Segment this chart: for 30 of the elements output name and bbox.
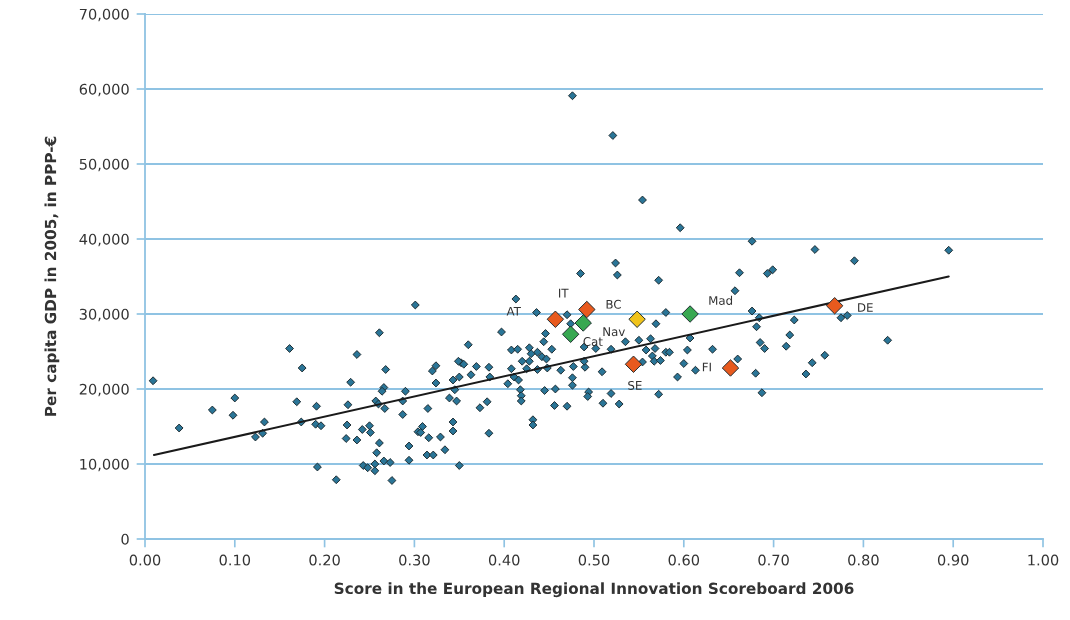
annotation: Cat	[583, 337, 603, 347]
annotation: DE	[858, 303, 873, 312]
x-tick-label: 0.10	[219, 554, 251, 566]
annotation: BC	[606, 299, 621, 309]
x-tick-label: 0.30	[399, 554, 430, 566]
x-tick-label: 0.50	[578, 554, 610, 566]
y-tick-label: 60,000	[79, 83, 129, 97]
x-tick-label: 0.20	[309, 554, 340, 566]
x-tick-label: 0.70	[758, 554, 789, 566]
x-tick-label: 0.80	[848, 554, 879, 566]
x-tick-label: 0.90	[937, 554, 969, 566]
x-tick-label: 0.60	[668, 554, 700, 566]
x-tick-label: 0.40	[488, 554, 520, 566]
annotation: AT	[506, 306, 521, 316]
x-tick-label: 0.00	[129, 554, 161, 566]
annotation: FI	[702, 362, 711, 372]
y-tick-label: 30,000	[79, 308, 129, 322]
annotation: IT	[559, 288, 569, 298]
x-axis-title: Score in the European Regional Innovation Scoreboard 2006	[334, 582, 854, 598]
annotation: Nav	[603, 327, 625, 337]
y-tick-label: 20,000	[79, 383, 129, 397]
annotation: Mad	[709, 295, 733, 305]
annotation: SE	[628, 380, 642, 390]
x-tick-label: 1.00	[1028, 554, 1059, 566]
y-tick-label: 70,000	[79, 8, 129, 22]
y-tick-label: 50,000	[79, 158, 129, 172]
y-tick-label: 40,000	[79, 233, 129, 247]
y-tick-label: 10,000	[80, 458, 129, 472]
y-axis-title: Per capita GDP in 2005, in PPP-€	[44, 136, 60, 416]
y-tick-label: 0	[121, 533, 129, 545]
